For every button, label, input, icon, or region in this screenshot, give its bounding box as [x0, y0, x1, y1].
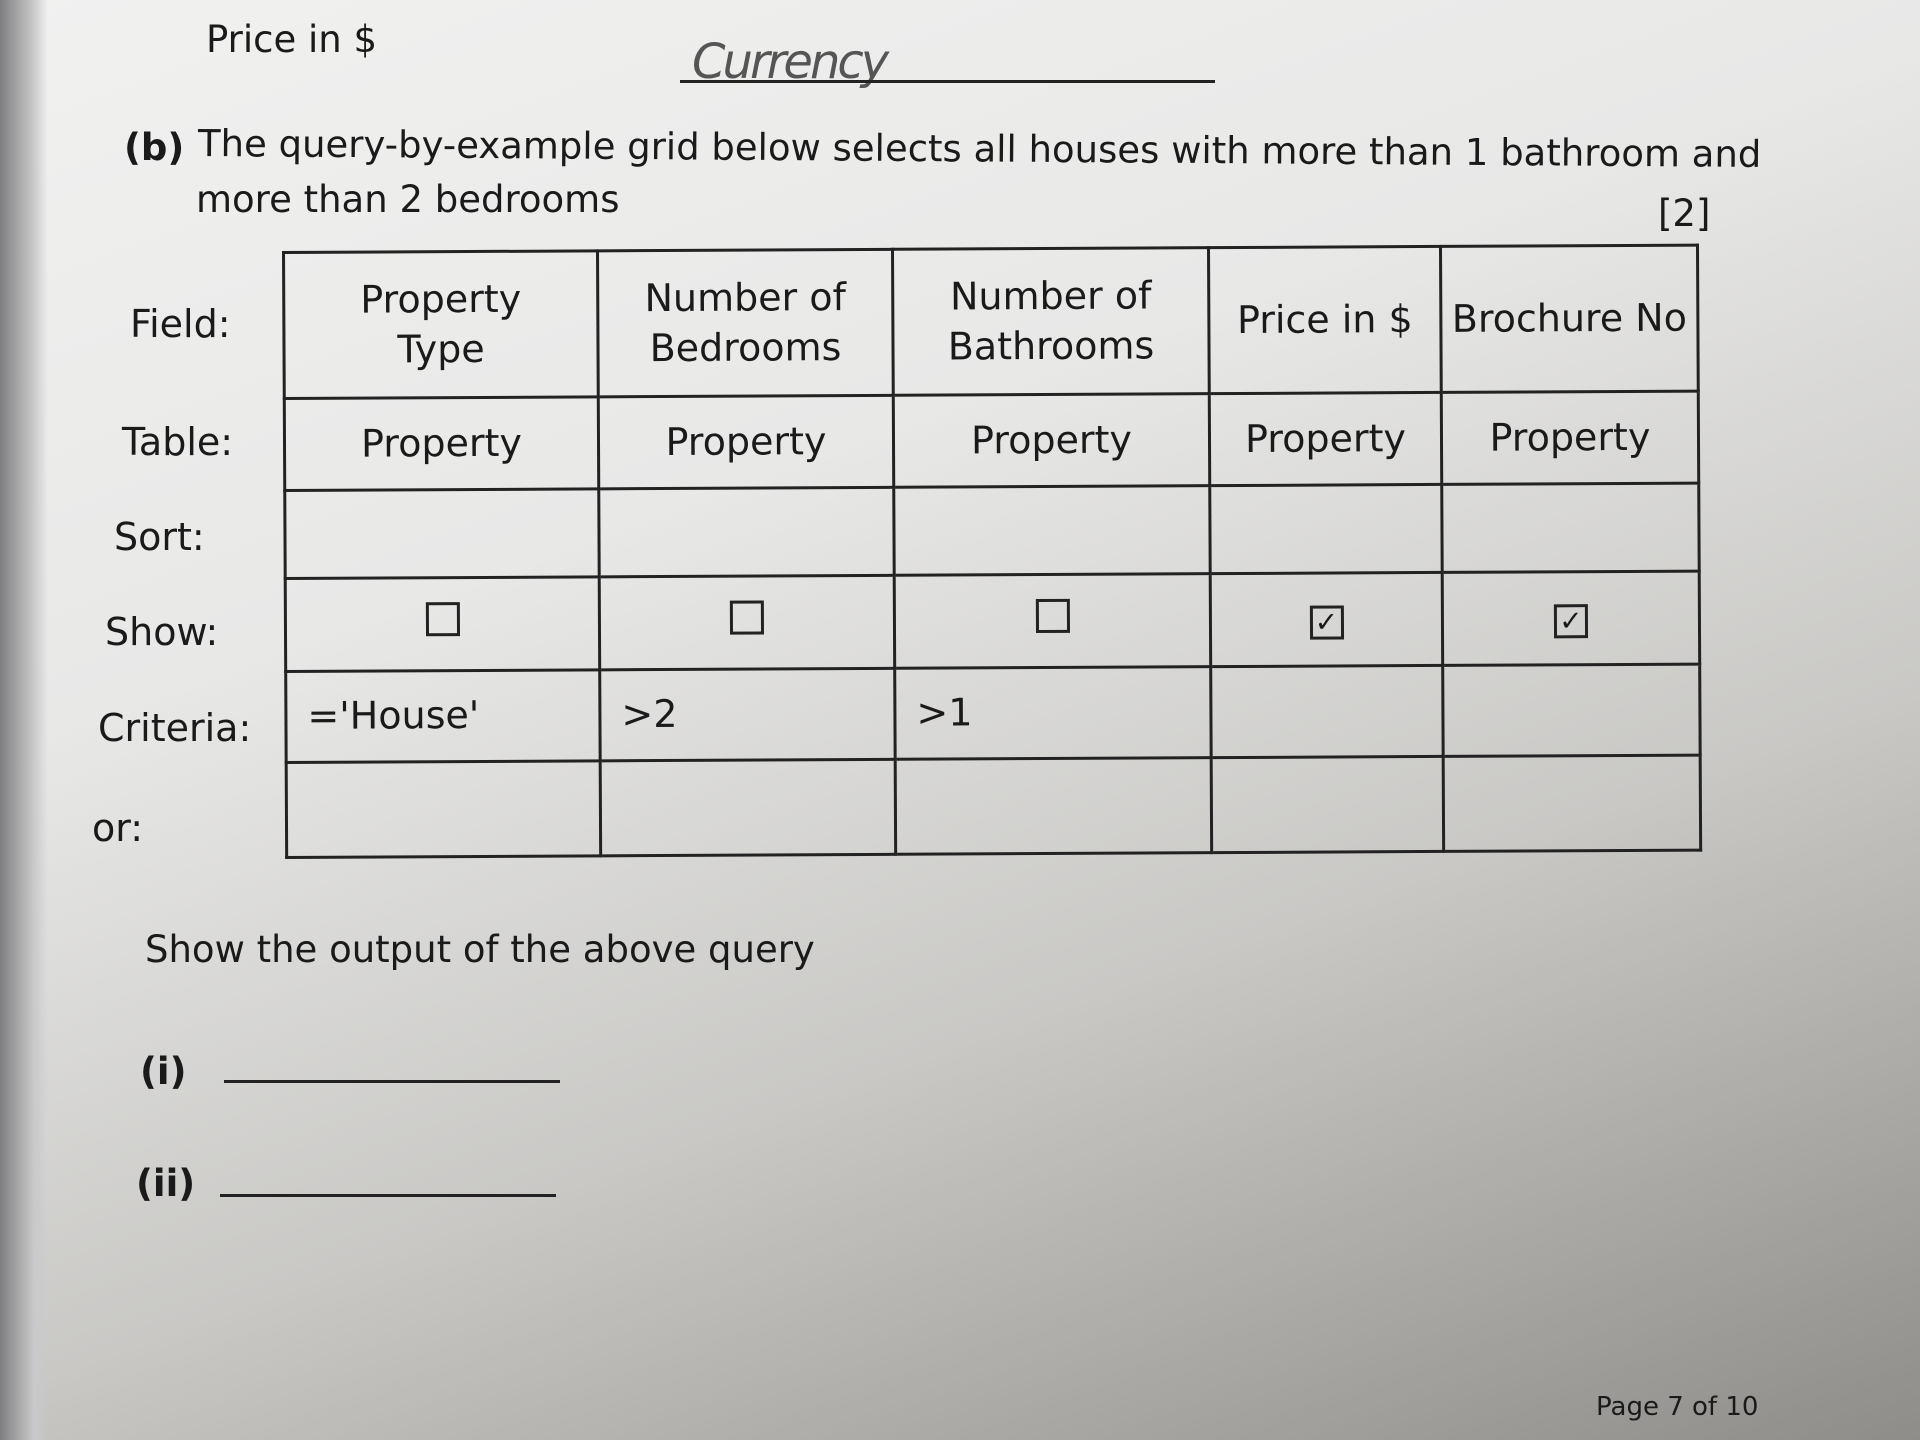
- marks: [2]: [1658, 192, 1711, 235]
- show-cell: [894, 573, 1211, 669]
- or-cell: [286, 760, 601, 858]
- field-cell: Price in $: [1208, 246, 1442, 394]
- question-line-2: more than 2 bedrooms: [196, 178, 620, 221]
- answer-line-ii: [220, 1194, 556, 1197]
- checked-checkbox[interactable]: ✓: [1309, 605, 1344, 640]
- criteria-cell: ='House': [285, 669, 601, 763]
- unchecked-checkbox[interactable]: [1035, 599, 1070, 634]
- answer-line: [680, 80, 1215, 83]
- field-name-line: Number of: [644, 275, 847, 321]
- row-label-or: or:: [92, 806, 144, 850]
- field-row: Property Type Number of Bedrooms Number of Ba…: [283, 245, 1699, 399]
- field-name-line: Bathrooms: [947, 322, 1155, 369]
- show-cell: ✓: [1442, 571, 1700, 666]
- or-cell: [600, 759, 896, 856]
- show-row: ✓ ✓: [285, 571, 1700, 672]
- table-cell: Property: [598, 395, 894, 489]
- unchecked-checkbox[interactable]: [729, 600, 765, 635]
- table-cell: Property: [1209, 392, 1442, 486]
- criteria-row: ='House' >2 >1: [285, 664, 1701, 763]
- row-label-show: Show:: [105, 610, 219, 654]
- row-label-criteria: Criteria:: [98, 706, 252, 750]
- question-line-1: The query-by-example grid below selects …: [197, 122, 1762, 176]
- sort-cell: [893, 485, 1211, 576]
- or-cell: [1443, 755, 1701, 852]
- row-label-field: Field:: [130, 302, 231, 346]
- unchecked-checkbox[interactable]: [425, 602, 460, 637]
- answer-line-i: [224, 1080, 560, 1083]
- field-name-line: Bedrooms: [649, 324, 842, 370]
- page-number: Page 7 of 10: [1596, 1392, 1759, 1422]
- top-label: Price in $: [206, 18, 378, 61]
- sort-row: [284, 483, 1700, 579]
- page-edge-shadow: [0, 0, 48, 1440]
- table-cell: Property: [284, 396, 599, 491]
- or-cell: [895, 757, 1212, 855]
- table-cell: Property: [893, 393, 1210, 488]
- show-cell: [599, 575, 895, 670]
- sort-cell: [1209, 484, 1443, 574]
- qbe-grid: Property Type Number of Bedrooms Number of Ba…: [282, 244, 1702, 859]
- show-cell: [285, 576, 600, 672]
- or-cell: [1211, 756, 1444, 853]
- show-cell: ✓: [1210, 572, 1443, 667]
- criteria-cell: >1: [894, 666, 1212, 760]
- field-name-line: Property: [360, 276, 522, 322]
- prompt: Show the output of the above query: [145, 928, 815, 971]
- criteria-cell: >2: [599, 668, 896, 761]
- row-label-table: Table:: [122, 420, 234, 464]
- field-cell: Number of Bathrooms: [892, 247, 1210, 396]
- table-cell: Property: [1441, 391, 1699, 485]
- table-row: Property Property Property Property Property: [284, 391, 1699, 491]
- question-label: (b): [124, 126, 185, 169]
- field-name-line: Brochure No: [1451, 295, 1688, 341]
- field-name-line: Price in $: [1236, 296, 1413, 342]
- field-cell: Number of Bedrooms: [597, 249, 894, 397]
- answer-label-i: (i): [140, 1050, 187, 1093]
- sort-cell: [598, 487, 895, 577]
- answer-label-ii: (ii): [136, 1162, 196, 1205]
- field-cell: Brochure No: [1440, 245, 1699, 393]
- sort-cell: [1441, 483, 1700, 573]
- checked-checkbox[interactable]: ✓: [1553, 604, 1589, 639]
- field-name-line: Number of: [949, 273, 1152, 319]
- sort-cell: [284, 488, 600, 579]
- criteria-cell: [1442, 664, 1701, 757]
- row-label-sort: Sort:: [114, 515, 205, 559]
- or-row: [286, 755, 1701, 858]
- field-cell: Property Type: [283, 250, 599, 399]
- criteria-cell: [1210, 665, 1444, 758]
- field-name-line: Type: [397, 326, 485, 371]
